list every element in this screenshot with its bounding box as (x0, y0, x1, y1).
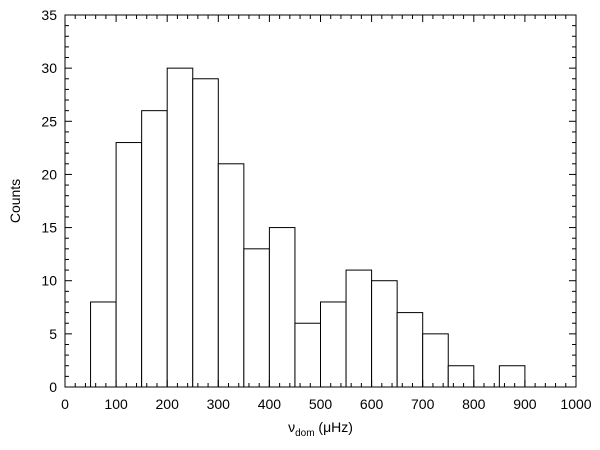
y-tick-label: 5 (49, 326, 57, 342)
y-tick-labels: 0 5 10 15 20 25 30 35 (41, 7, 57, 395)
histogram-bar (243, 248, 270, 388)
bars-group (90, 67, 526, 388)
y-tick-label: 30 (41, 60, 57, 76)
x-tick-label: 200 (156, 396, 180, 412)
x-tick-labels: 0 100 200 300 400 500 600 700 800 900 1000 (61, 396, 592, 412)
x-tick-label: 900 (513, 396, 537, 412)
histogram-bar (422, 333, 449, 388)
histogram-bar (345, 269, 373, 388)
y-tick-label: 0 (49, 379, 57, 395)
x-tick-label: 400 (258, 396, 282, 412)
x-axis-label-unit: (μHz) (315, 419, 353, 435)
histogram-bar (320, 301, 347, 388)
histogram-bar (192, 78, 219, 388)
histogram-bar (268, 227, 296, 388)
x-tick-label: 800 (462, 396, 486, 412)
y-tick-label: 20 (41, 166, 57, 182)
histogram-bar (141, 110, 168, 388)
x-tick-label: 500 (309, 396, 333, 412)
y-tick-label: 25 (41, 113, 57, 129)
x-tick-label: 700 (411, 396, 435, 412)
y-tick-label: 15 (41, 220, 57, 236)
histogram-bar (396, 312, 424, 388)
x-tick-label: 1000 (560, 396, 591, 412)
histogram-bar (371, 280, 398, 388)
y-tick-label: 35 (41, 7, 57, 23)
y-tick-label: 10 (41, 273, 57, 289)
x-axis-label-subscript: dom (295, 428, 314, 439)
histogram-bar (447, 365, 475, 388)
plot-frame (64, 14, 577, 388)
x-axis-label-symbol: ν (288, 419, 295, 435)
histogram-bar (90, 301, 117, 388)
histogram-bar (498, 365, 526, 388)
histogram-bar (166, 67, 194, 388)
x-tick-label: 600 (360, 396, 384, 412)
x-axis-label: νdom (μHz) (288, 419, 353, 439)
x-tick-label: 100 (104, 396, 128, 412)
y-axis-label: Counts (7, 179, 23, 223)
x-tick-label: 0 (61, 396, 69, 412)
histogram-bar (115, 142, 143, 388)
histogram-bar (217, 163, 245, 388)
x-tick-label: 300 (207, 396, 231, 412)
histogram-bar (294, 322, 322, 388)
